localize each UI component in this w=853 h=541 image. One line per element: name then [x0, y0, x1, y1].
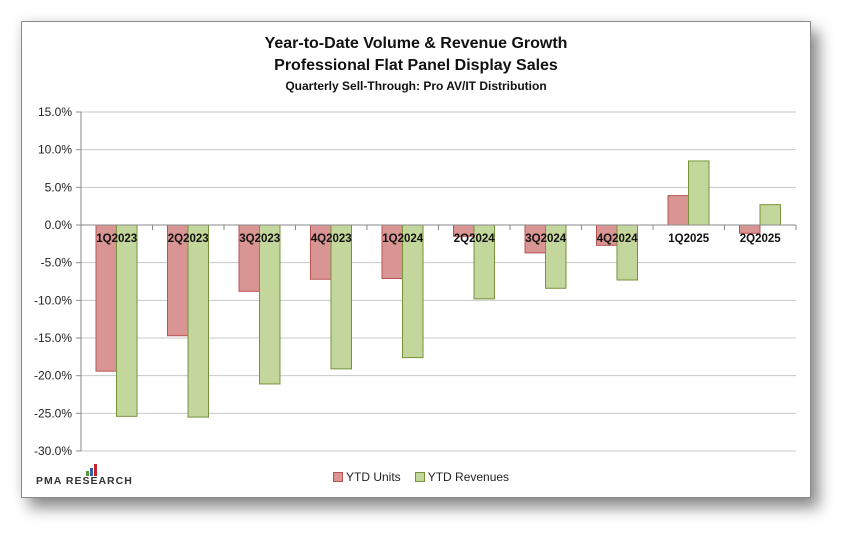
legend-swatch-revenues: [414, 472, 425, 482]
logo-text: PMA RESEARCH: [36, 475, 133, 487]
plot-area: 15.0% 10.0% 5.0% 0.0% -5.0% -10.0% -15.0% -20.0…: [34, 105, 797, 458]
x-tick-label: 2Q2024: [454, 233, 496, 245]
legend-item-revenues: YTD Revenues: [414, 470, 510, 484]
x-tick-label: 1Q2023: [96, 233, 137, 245]
bar-revenues-4Q2023: [330, 224, 352, 370]
chart-subsubtitle: Quarterly Sell-Through: Pro AV/IT Distri…: [285, 79, 547, 93]
bar-revenues-2Q2023: [187, 224, 209, 418]
x-tick-label: 4Q2023: [311, 233, 352, 245]
logo-bars-icon: [86, 464, 100, 476]
pma-research-logo: PMA RESEARCH: [36, 462, 146, 488]
y-tick-label: -15.0%: [34, 331, 72, 345]
x-axis-labels: 1Q2023 2Q2023 3Q2023 4Q2023 1Q2024 2Q2024 3Q20…: [96, 233, 781, 245]
y-tick-label: 10.0%: [38, 143, 72, 157]
legend-label-units: YTD Units: [346, 470, 401, 484]
y-tick-label: -20.0%: [34, 369, 72, 383]
chart-title: Year-to-Date Volume & Revenue Growth: [264, 35, 568, 52]
x-tick-label: 1Q2024: [382, 233, 424, 245]
y-axis-ticks: 15.0% 10.0% 5.0% 0.0% -5.0% -10.0% -15.0% -20.0…: [34, 105, 72, 458]
bars: [95, 160, 781, 418]
legend-item-units: YTD Units: [333, 470, 401, 484]
bar-revenues-1Q2023: [116, 224, 138, 417]
bar-revenues-3Q2023: [259, 224, 281, 385]
chart-subtitle: Professional Flat Panel Display Sales: [274, 57, 558, 74]
y-tick-label: 5.0%: [45, 180, 73, 194]
chart-frame: Year-to-Date Volume & Revenue Growth Pro…: [21, 21, 811, 498]
x-tick-label: 2Q2023: [168, 233, 209, 245]
legend-swatch-units: [333, 472, 343, 482]
zero-axis: [80, 224, 797, 230]
bar-revenues-1Q2025: [688, 160, 710, 226]
x-tick-label: 2Q2025: [740, 233, 782, 245]
y-tick-label: -5.0%: [41, 256, 73, 270]
y-tick-label: -30.0%: [34, 444, 72, 458]
legend: YTD Units YTD Revenues: [333, 470, 509, 484]
x-tick-label: 1Q2025: [668, 233, 710, 245]
y-tick-label: 15.0%: [38, 105, 72, 119]
y-tick-label: -25.0%: [34, 406, 72, 420]
bar-revenues-2Q2025: [759, 204, 781, 226]
bar-units-1Q2023: [95, 224, 117, 372]
x-tick-label: 3Q2024: [525, 233, 567, 245]
x-tick-label: 4Q2024: [597, 233, 639, 245]
x-tick-label: 3Q2023: [239, 233, 280, 245]
legend-label-revenues: YTD Revenues: [427, 470, 510, 484]
y-tick-label: -10.0%: [34, 293, 72, 307]
y-tick-label: 0.0%: [45, 218, 73, 232]
bar-units-1Q2025: [667, 195, 689, 226]
